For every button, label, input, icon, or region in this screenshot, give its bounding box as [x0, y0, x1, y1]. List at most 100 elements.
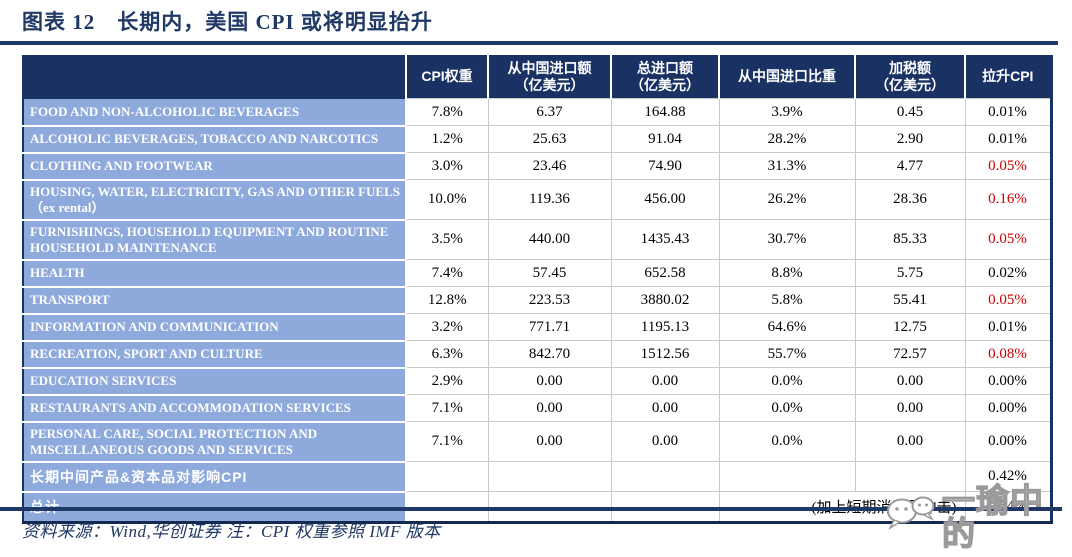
- summary-label: 长期中间产品&资本品对影响CPI: [23, 461, 407, 493]
- table-row: TRANSPORT 12.8% 223.53 3880.02 5.8% 55.41 0.05…: [23, 286, 1052, 315]
- table-row: HEALTH 7.4% 57.45 652.58 8.8% 5.75 0.02%: [23, 259, 1052, 288]
- value-cell: 456.00: [610, 179, 720, 220]
- value-cell: 0.00: [854, 421, 966, 462]
- value-cell: 0.00: [610, 367, 720, 395]
- value-cell: 28.2%: [718, 125, 856, 153]
- table-row: ALCOHOLIC BEVERAGES, TOBACCO AND NARCOTI…: [23, 125, 1052, 154]
- value-cell: 72.57: [854, 340, 966, 368]
- value-cell: 6.37: [487, 98, 612, 126]
- table-row: RESTAURANTS AND ACCOMMODATION SERVICES 7.…: [23, 394, 1052, 423]
- table-row: RECREATION, SPORT AND CULTURE 6.3% 842.70 1…: [23, 340, 1052, 369]
- value-cell: 0.0%: [718, 394, 856, 422]
- footer-rule: [0, 507, 1062, 511]
- row-label: EDUCATION SERVICES: [23, 367, 407, 396]
- table-row: PERSONAL CARE, SOCIAL PROTECTION AND MIS…: [23, 421, 1052, 463]
- value-cell: 23.46: [487, 152, 612, 180]
- wechat-icon: [884, 494, 938, 541]
- empty-cell: [487, 491, 612, 523]
- corner-header-cell: [23, 55, 407, 99]
- watermark-text: 一瑜中的: [941, 482, 1044, 552]
- value-cell: 5.8%: [718, 286, 856, 314]
- title-rule: [0, 41, 1058, 45]
- column-header: CPI权重: [406, 55, 489, 99]
- value-cell: 7.1%: [405, 394, 489, 422]
- value-cell: 0.01%: [964, 313, 1052, 341]
- row-label: HEALTH: [23, 259, 407, 288]
- empty-cell: [854, 461, 966, 492]
- value-cell: 0.45: [854, 98, 966, 126]
- value-cell: 0.05%: [964, 152, 1052, 180]
- column-header: 拉升CPI: [965, 55, 1051, 99]
- watermark: 一瑜中的: [884, 482, 1072, 552]
- value-cell: 55.41: [854, 286, 966, 314]
- value-cell: 5.75: [854, 259, 966, 287]
- value-cell: 12.8%: [405, 286, 489, 314]
- table-row: EDUCATION SERVICES 2.9% 0.00 0.00 0.0% 0.00 0.…: [23, 367, 1052, 396]
- value-cell: 1512.56: [610, 340, 720, 368]
- row-label: RESTAURANTS AND ACCOMMODATION SERVICES: [23, 394, 407, 423]
- value-cell: 652.58: [610, 259, 720, 287]
- value-cell: 74.90: [610, 152, 720, 180]
- value-cell: 0.00%: [964, 394, 1052, 422]
- column-header: 加税额 （亿美元）: [855, 55, 966, 99]
- table-header: CPI权重 从中国进口额 （亿美元） 总进口额 （亿美元） 从中国进口比重 加税额 （亿…: [23, 55, 1051, 99]
- figure-title: 图表 12 长期内，美国 CPI 或将明显抬升: [22, 10, 433, 34]
- header-row: CPI权重 从中国进口额 （亿美元） 总进口额 （亿美元） 从中国进口比重 加税额 （亿…: [23, 55, 1051, 99]
- table-row: FURNISHINGS, HOUSEHOLD EQUIPMENT AND ROU…: [23, 219, 1052, 261]
- value-cell: 3.9%: [718, 98, 856, 126]
- value-cell: 3.5%: [405, 219, 489, 260]
- table-row: CLOTHING AND FOOTWEAR 3.0% 23.46 74.90 31.3%…: [23, 152, 1052, 181]
- row-label: FOOD AND NON-ALCOHOLIC BEVERAGES: [23, 98, 407, 127]
- value-cell: 0.00%: [964, 421, 1052, 462]
- value-cell: 0.00: [854, 367, 966, 395]
- empty-cell: [405, 491, 489, 523]
- empty-cell: [405, 461, 489, 492]
- column-header: 从中国进口比重: [719, 55, 856, 99]
- value-cell: 0.0%: [718, 421, 856, 462]
- value-cell: 26.2%: [718, 179, 856, 220]
- value-cell: 164.88: [610, 98, 720, 126]
- value-cell: 2.9%: [405, 367, 489, 395]
- row-label: RECREATION, SPORT AND CULTURE: [23, 340, 407, 369]
- value-cell: 85.33: [854, 219, 966, 260]
- value-cell: 0.0%: [718, 367, 856, 395]
- row-label: INFORMATION AND COMMUNICATION: [23, 313, 407, 342]
- value-cell: 0.00: [487, 421, 612, 462]
- value-cell: 3.2%: [405, 313, 489, 341]
- value-cell: 223.53: [487, 286, 612, 314]
- value-cell: 119.36: [487, 179, 612, 220]
- row-label: ALCOHOLIC BEVERAGES, TOBACCO AND NARCOTI…: [23, 125, 407, 154]
- value-cell: 0.00: [610, 421, 720, 462]
- value-cell: 0.00: [487, 394, 612, 422]
- value-cell: 64.6%: [718, 313, 856, 341]
- value-cell: 1435.43: [610, 219, 720, 260]
- value-cell: 7.4%: [405, 259, 489, 287]
- value-cell: 0.00: [854, 394, 966, 422]
- value-cell: 1.2%: [405, 125, 489, 153]
- value-cell: 25.63: [487, 125, 612, 153]
- value-cell: 0.01%: [964, 98, 1052, 126]
- cpi-impact-table: CPI权重 从中国进口额 （亿美元） 总进口额 （亿美元） 从中国进口比重 加税额 （亿…: [22, 55, 1053, 524]
- value-cell: 0.00: [610, 394, 720, 422]
- value-cell: 10.0%: [405, 179, 489, 220]
- value-cell: 8.8%: [718, 259, 856, 287]
- empty-cell: [487, 461, 612, 492]
- row-label: PERSONAL CARE, SOCIAL PROTECTION AND MIS…: [23, 421, 407, 463]
- value-cell: 6.3%: [405, 340, 489, 368]
- value-cell: 1195.13: [610, 313, 720, 341]
- value-cell: 31.3%: [718, 152, 856, 180]
- value-cell: 0.02%: [964, 259, 1052, 287]
- row-label: CLOTHING AND FOOTWEAR: [23, 152, 407, 181]
- row-label: FURNISHINGS, HOUSEHOLD EQUIPMENT AND ROU…: [23, 219, 407, 261]
- value-cell: 30.7%: [718, 219, 856, 260]
- value-cell: 440.00: [487, 219, 612, 260]
- value-cell: 3880.02: [610, 286, 720, 314]
- value-cell: 12.75: [854, 313, 966, 341]
- value-cell: 0.05%: [964, 286, 1052, 314]
- row-label: HOUSING, WATER, ELECTRICITY, GAS AND OTH…: [23, 179, 407, 221]
- summary-value: 0.54%: [964, 491, 1052, 523]
- value-cell: 91.04: [610, 125, 720, 153]
- value-cell: 2.90: [854, 125, 966, 153]
- empty-cell: [610, 491, 720, 523]
- table-body: FOOD AND NON-ALCOHOLIC BEVERAGES 7.8% 6.37…: [23, 98, 1052, 523]
